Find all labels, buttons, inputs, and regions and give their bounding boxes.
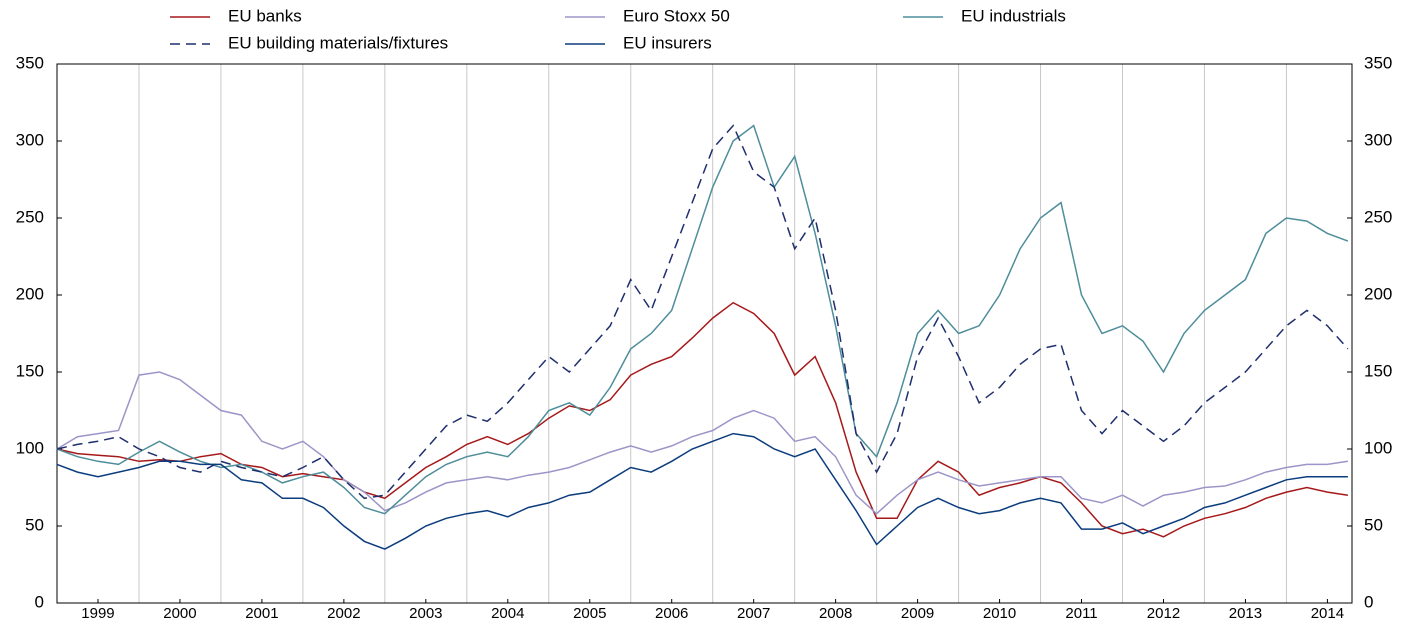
x-tick-label: 2011	[1065, 605, 1097, 622]
x-tick-label: 2014	[1311, 605, 1344, 622]
series-line	[56, 301, 1349, 538]
x-tick-label: 2005	[573, 605, 606, 622]
legend-label: EU insurers	[623, 33, 712, 52]
x-tick-label: 2001	[245, 605, 278, 622]
legend-label: EU industrials	[961, 6, 1066, 25]
y2-tick-label: 200	[1364, 284, 1392, 303]
y2-tick-label: 100	[1364, 438, 1392, 457]
series-line	[56, 124, 1349, 515]
y2-tick-label: 50	[1364, 515, 1383, 534]
y-tick-label: 100	[16, 438, 44, 457]
x-tick-label: 2009	[901, 605, 934, 622]
x-tick-label: 2007	[737, 605, 770, 622]
legend-label: EU building materials/fixtures	[228, 33, 448, 52]
x-tick-label: 2004	[491, 605, 524, 622]
y-tick-label: 150	[16, 361, 44, 380]
series-line	[56, 371, 1349, 515]
y2-tick-label: 0	[1364, 592, 1373, 611]
legend-label: EU banks	[228, 6, 302, 25]
x-tick-label: 2006	[655, 605, 688, 622]
y2-tick-label: 350	[1364, 53, 1392, 72]
plot-frame	[56, 63, 1353, 604]
y2-tick-label: 250	[1364, 207, 1392, 226]
series-line	[56, 124, 1349, 500]
y-tick-label: 300	[16, 130, 44, 149]
x-tick-label: 2002	[327, 605, 360, 622]
y-tick-label: 200	[16, 284, 44, 303]
series-line	[56, 432, 1348, 550]
y-tick-label: 0	[35, 592, 44, 611]
x-tick-label: 2012	[1147, 605, 1180, 622]
y2-tick-label: 300	[1364, 130, 1392, 149]
x-tick-label: 2010	[983, 605, 1016, 622]
y2-tick-label: 150	[1364, 361, 1392, 380]
x-tick-label: 1999	[81, 605, 114, 622]
x-tick-label: 2003	[409, 605, 442, 622]
y-tick-label: 350	[16, 53, 44, 72]
x-tick-label: 2008	[819, 605, 852, 622]
y-tick-label: 50	[25, 515, 44, 534]
x-tick-label: 2000	[163, 605, 196, 622]
x-tick-label: 2013	[1229, 605, 1262, 622]
y-tick-label: 250	[16, 207, 44, 226]
legend-label: Euro Stoxx 50	[623, 6, 730, 25]
